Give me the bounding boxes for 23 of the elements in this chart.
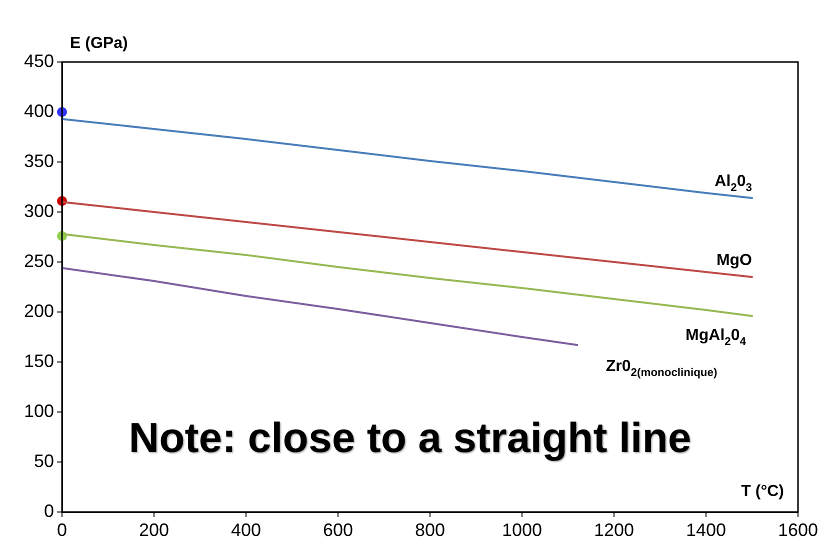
x-axis-title: T (°C) <box>741 483 784 500</box>
y-tick-label: 150 <box>24 350 54 371</box>
y-tick-label: 250 <box>24 250 54 271</box>
y-axis-title: E (GPa) <box>70 35 128 52</box>
x-tick-label: 600 <box>322 520 354 540</box>
x-tick-label: 1000 <box>502 520 542 540</box>
y-tick-label: 300 <box>24 200 54 221</box>
annotation: Note: close to a straight line <box>128 414 692 461</box>
y-tick-label: 0 <box>44 500 54 521</box>
y-tick-label: 350 <box>24 150 54 171</box>
x-tick-label: 1600 <box>778 520 818 540</box>
x-tick-label: 200 <box>138 520 170 540</box>
y-tick-label: 50 <box>34 450 54 471</box>
x-tick-label: 800 <box>414 520 446 540</box>
series-label: MgO <box>716 252 752 269</box>
y-tick-label: 100 <box>24 400 54 421</box>
x-tick-label: 1400 <box>686 520 726 540</box>
y-tick-label: 200 <box>24 300 54 321</box>
x-tick-label: 400 <box>230 520 262 540</box>
y-tick-label: 450 <box>24 50 54 71</box>
x-tick-label: 1200 <box>594 520 634 540</box>
y-tick-label: 400 <box>24 100 54 121</box>
x-tick-label: 0 <box>56 520 68 540</box>
